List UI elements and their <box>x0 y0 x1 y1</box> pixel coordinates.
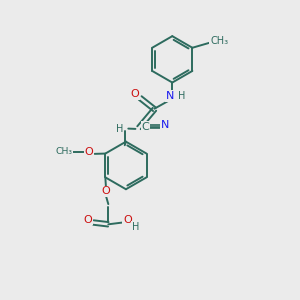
Text: O: O <box>84 147 93 157</box>
Text: CH₃: CH₃ <box>210 36 228 46</box>
Text: H: H <box>116 124 124 134</box>
Text: O: O <box>102 186 110 196</box>
Text: C: C <box>142 122 149 131</box>
Text: O: O <box>130 89 139 99</box>
Text: O: O <box>123 215 132 225</box>
Text: H: H <box>178 91 185 100</box>
Text: N: N <box>161 120 169 130</box>
Text: N: N <box>166 91 174 101</box>
Text: O: O <box>83 214 92 224</box>
Text: H: H <box>132 222 139 232</box>
Text: CH₃: CH₃ <box>55 147 72 156</box>
